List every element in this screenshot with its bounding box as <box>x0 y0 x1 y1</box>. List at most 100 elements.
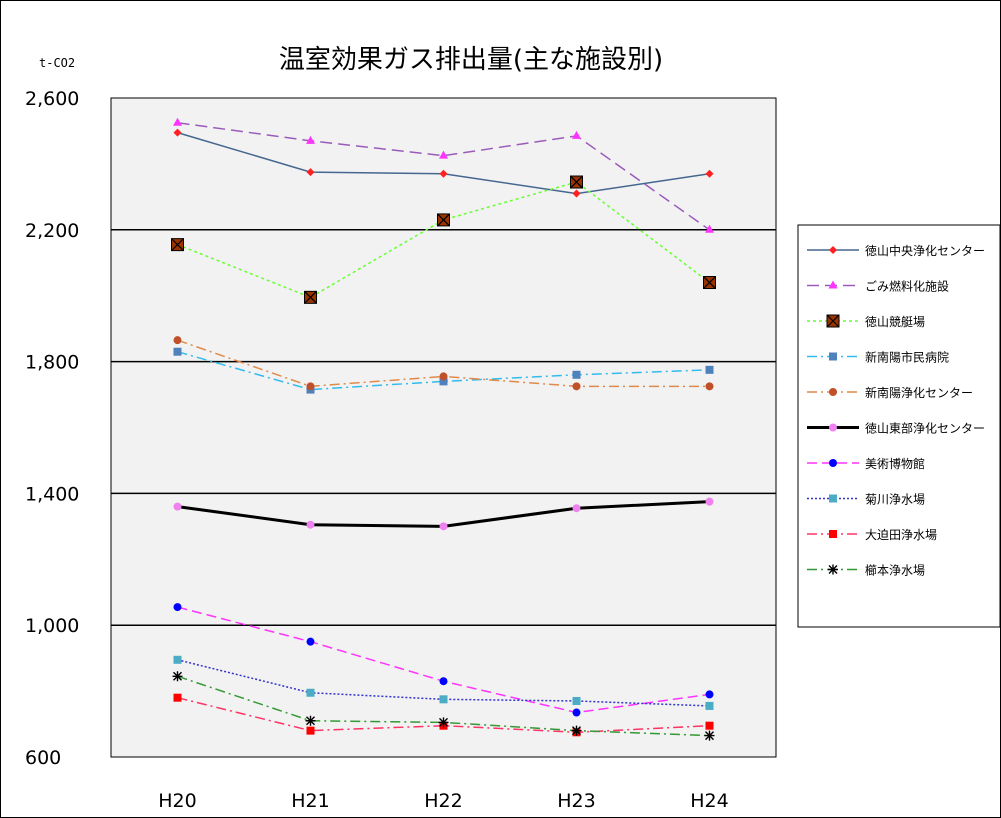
data-point <box>306 382 315 391</box>
data-point <box>572 696 581 705</box>
legend-marker <box>826 314 840 328</box>
plot-area <box>110 97 777 758</box>
data-point <box>439 372 448 381</box>
legend-label: 徳山東部浄化センター <box>865 421 985 436</box>
legend-label: 新南陽市民病院 <box>865 350 949 365</box>
x-tick-label: H23 <box>557 790 595 812</box>
series-2 <box>173 117 714 233</box>
legend-marker <box>828 280 838 289</box>
y-tick-label: 1,400 <box>25 483 79 505</box>
data-point <box>306 637 315 646</box>
legend-label: 新南陽浄化センター <box>865 385 973 400</box>
legend-item: 大迫田浄水場 <box>807 528 937 542</box>
series-1 <box>173 128 714 198</box>
legend-label: ごみ燃料化施設 <box>865 279 949 294</box>
data-point <box>306 726 315 735</box>
y-tick-label: 1,800 <box>25 352 79 374</box>
legend-marker <box>829 388 837 396</box>
data-point <box>305 715 316 726</box>
series-line <box>177 696 710 734</box>
series-line <box>177 350 710 391</box>
legend-item: 徳山中央浄化センター <box>807 243 985 258</box>
data-point <box>439 677 448 686</box>
x-tick-label: H20 <box>158 790 196 812</box>
data-point <box>173 603 182 612</box>
data-point <box>172 671 183 682</box>
legend-item: 櫛本浄水場 <box>807 564 925 578</box>
data-point <box>439 695 448 704</box>
y-tick-label: 2,200 <box>25 220 79 242</box>
legend-marker <box>829 246 837 254</box>
data-point <box>173 693 182 702</box>
y-axis-unit: t-CO2 <box>39 56 75 70</box>
data-point <box>572 708 581 717</box>
legend-item: 新南陽浄化センター <box>807 385 973 400</box>
legend-item: 菊川浄水場 <box>807 493 925 507</box>
data-point <box>704 730 715 741</box>
data-point <box>572 382 581 391</box>
legend-label: 櫛本浄水場 <box>865 564 925 578</box>
data-point <box>173 655 182 664</box>
legend-item: 新南陽市民病院 <box>807 350 949 365</box>
series-7 <box>173 603 714 717</box>
data-point <box>173 128 182 137</box>
data-point <box>572 504 581 513</box>
data-point <box>306 135 315 144</box>
series-lines <box>171 117 716 741</box>
legend-item: 美術博物館 <box>807 456 925 471</box>
legend-marker <box>829 494 837 503</box>
data-point <box>439 169 448 178</box>
data-point <box>438 717 449 728</box>
data-point <box>173 117 182 126</box>
series-line <box>177 121 710 231</box>
data-point <box>306 520 315 529</box>
data-point <box>705 224 714 233</box>
data-point <box>570 175 583 189</box>
legend-item: 徳山東部浄化センター <box>807 421 985 436</box>
legend-label: 大迫田浄水場 <box>865 528 937 542</box>
legend-marker <box>829 459 837 467</box>
legend-label: 徳山中央浄化センター <box>865 243 985 258</box>
x-axis-ticks: H20 H21 H22 H23 H24 <box>158 790 728 812</box>
y-axis-ticks: 600 1,000 1,400 1,800 2,200 2,600 <box>25 88 79 769</box>
gridlines <box>111 229 776 626</box>
data-point <box>437 213 450 227</box>
series-5 <box>173 336 714 391</box>
x-tick-label: H24 <box>690 790 728 812</box>
legend-item: ごみ燃料化施設 <box>807 279 949 294</box>
data-point <box>439 377 448 386</box>
data-point <box>571 725 582 736</box>
data-point <box>705 701 714 710</box>
data-point <box>171 238 184 252</box>
data-point <box>439 522 448 531</box>
legend-marker <box>829 530 837 538</box>
data-point <box>703 276 716 290</box>
data-point <box>173 502 182 511</box>
legend-label: 徳山競艇場 <box>865 314 925 329</box>
data-point <box>705 721 714 730</box>
data-point <box>572 130 581 139</box>
x-tick-label: H22 <box>424 790 462 812</box>
y-tick-label: 2,600 <box>25 88 79 110</box>
legend-marker <box>829 352 837 361</box>
series-3 <box>171 175 716 304</box>
data-point <box>705 690 714 699</box>
series-8 <box>173 655 714 710</box>
data-point <box>304 290 317 304</box>
series-10 <box>172 671 715 741</box>
data-point <box>306 168 315 177</box>
data-point <box>705 169 714 178</box>
data-point <box>439 150 448 159</box>
y-tick-label: 600 <box>25 747 61 769</box>
data-point <box>572 370 581 379</box>
data-point <box>572 189 581 198</box>
legend-item: 徳山競艇場 <box>807 314 925 329</box>
y-tick-label: 1,000 <box>25 615 79 637</box>
legend-marker <box>828 564 838 575</box>
data-point <box>705 497 714 506</box>
legend-label: 美術博物館 <box>865 456 925 471</box>
data-point <box>705 382 714 391</box>
legend-label: 菊川浄水場 <box>865 493 925 507</box>
